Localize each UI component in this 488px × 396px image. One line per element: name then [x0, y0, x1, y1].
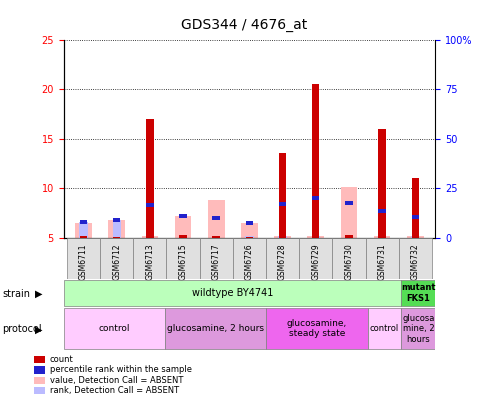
Text: value, Detection Call = ABSENT: value, Detection Call = ABSENT — [49, 376, 183, 385]
Text: wildtype BY4741: wildtype BY4741 — [191, 288, 273, 298]
Bar — [345, 234, 352, 238]
Bar — [145, 236, 154, 238]
Bar — [179, 213, 186, 218]
Bar — [245, 221, 253, 225]
Bar — [373, 236, 389, 238]
Bar — [311, 196, 319, 200]
Bar — [411, 178, 418, 238]
Bar — [332, 238, 365, 279]
Bar — [212, 236, 220, 238]
Bar — [265, 238, 299, 279]
Bar — [113, 217, 120, 222]
Bar — [401, 308, 434, 349]
Bar — [146, 119, 153, 238]
Bar — [401, 280, 434, 306]
Bar — [100, 238, 133, 279]
Text: glucosa
mine, 2
hours: glucosa mine, 2 hours — [401, 314, 434, 344]
Text: protocol: protocol — [2, 324, 42, 335]
Text: control: control — [369, 324, 398, 333]
Bar — [179, 234, 186, 238]
Bar — [365, 238, 398, 279]
Text: GDS344 / 4676_at: GDS344 / 4676_at — [181, 18, 307, 32]
Text: GSM6731: GSM6731 — [377, 243, 386, 280]
Bar — [164, 308, 266, 349]
Bar — [166, 238, 199, 279]
Bar — [278, 153, 285, 238]
Bar — [241, 223, 257, 238]
Bar — [278, 202, 285, 206]
Bar — [80, 236, 87, 238]
Bar — [307, 236, 324, 238]
Text: strain: strain — [2, 289, 30, 299]
Text: GSM6728: GSM6728 — [278, 243, 286, 280]
Bar — [179, 236, 187, 238]
Bar — [406, 236, 423, 238]
Bar — [75, 223, 92, 238]
Bar — [266, 308, 367, 349]
Text: GSM6729: GSM6729 — [311, 243, 320, 280]
Bar — [345, 201, 352, 205]
Bar — [212, 236, 220, 238]
Text: percentile rank within the sample: percentile rank within the sample — [49, 366, 191, 374]
Bar — [367, 308, 401, 349]
Bar — [67, 238, 100, 279]
Bar — [299, 238, 332, 279]
Text: GSM6711: GSM6711 — [79, 243, 88, 280]
Text: GSM6717: GSM6717 — [211, 243, 220, 280]
Bar — [199, 238, 232, 279]
Bar — [80, 219, 87, 224]
Bar — [34, 377, 45, 384]
Bar — [34, 366, 45, 374]
Bar — [146, 203, 153, 207]
Text: GSM6730: GSM6730 — [344, 243, 353, 280]
Text: glucosamine, 2 hours: glucosamine, 2 hours — [167, 324, 264, 333]
Text: GSM6712: GSM6712 — [112, 243, 121, 280]
Bar — [245, 236, 253, 238]
Bar — [278, 236, 286, 238]
Bar — [410, 236, 419, 238]
Bar — [245, 236, 253, 238]
Text: ▶: ▶ — [35, 289, 42, 299]
Bar — [344, 236, 352, 238]
Text: control: control — [98, 324, 130, 333]
Bar — [411, 215, 418, 219]
Bar — [311, 236, 319, 238]
Bar — [34, 387, 45, 394]
Bar — [232, 238, 265, 279]
Bar — [378, 129, 385, 238]
Text: GSM6713: GSM6713 — [145, 243, 154, 280]
Bar — [378, 209, 385, 213]
Text: GSM6732: GSM6732 — [410, 243, 419, 280]
Text: count: count — [49, 355, 73, 364]
Bar — [377, 236, 386, 238]
Bar — [79, 222, 87, 238]
Bar — [311, 84, 319, 238]
Bar — [274, 236, 290, 238]
Bar — [113, 236, 120, 238]
Bar — [34, 356, 45, 363]
Bar — [212, 215, 220, 220]
Bar — [133, 238, 166, 279]
Bar — [207, 200, 224, 238]
Text: rank, Detection Call = ABSENT: rank, Detection Call = ABSENT — [49, 386, 178, 395]
Bar — [340, 187, 357, 238]
Bar — [108, 220, 125, 238]
Bar — [398, 238, 431, 279]
Text: GSM6715: GSM6715 — [178, 243, 187, 280]
Text: glucosamine,
steady state: glucosamine, steady state — [286, 319, 346, 338]
Bar — [174, 216, 191, 238]
Bar — [141, 236, 158, 238]
Bar — [112, 220, 121, 238]
Text: GSM6726: GSM6726 — [244, 243, 253, 280]
Text: ▶: ▶ — [35, 324, 42, 335]
Text: mutant
FKS1: mutant FKS1 — [400, 284, 435, 303]
Bar — [63, 308, 164, 349]
